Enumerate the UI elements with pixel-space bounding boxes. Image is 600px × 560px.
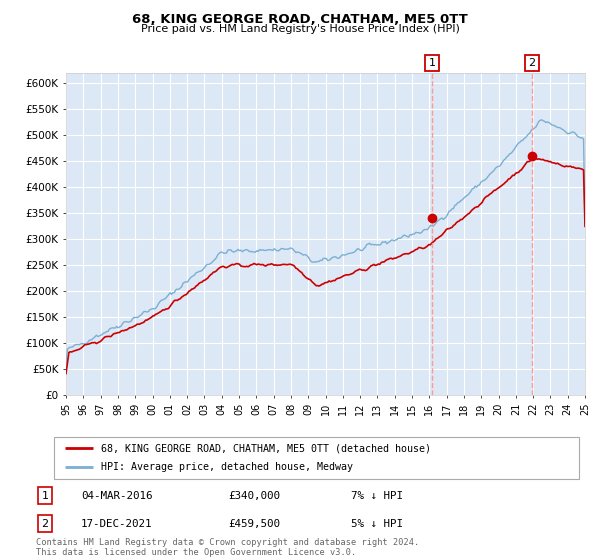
Text: 68, KING GEORGE ROAD, CHATHAM, ME5 0TT: 68, KING GEORGE ROAD, CHATHAM, ME5 0TT <box>132 13 468 26</box>
Text: 7% ↓ HPI: 7% ↓ HPI <box>351 491 403 501</box>
Text: 17-DEC-2021: 17-DEC-2021 <box>81 519 152 529</box>
Text: £459,500: £459,500 <box>228 519 280 529</box>
Text: £340,000: £340,000 <box>228 491 280 501</box>
Text: Contains HM Land Registry data © Crown copyright and database right 2024.
This d: Contains HM Land Registry data © Crown c… <box>36 538 419 557</box>
Text: HPI: Average price, detached house, Medway: HPI: Average price, detached house, Medw… <box>101 463 353 473</box>
Text: 2: 2 <box>528 58 535 68</box>
Text: 1: 1 <box>429 58 436 68</box>
Text: Price paid vs. HM Land Registry's House Price Index (HPI): Price paid vs. HM Land Registry's House … <box>140 24 460 34</box>
Text: 5% ↓ HPI: 5% ↓ HPI <box>351 519 403 529</box>
FancyBboxPatch shape <box>54 437 579 479</box>
Text: 1: 1 <box>41 491 49 501</box>
Text: 04-MAR-2016: 04-MAR-2016 <box>81 491 152 501</box>
Text: 68, KING GEORGE ROAD, CHATHAM, ME5 0TT (detached house): 68, KING GEORGE ROAD, CHATHAM, ME5 0TT (… <box>101 443 431 453</box>
Text: 2: 2 <box>41 519 49 529</box>
